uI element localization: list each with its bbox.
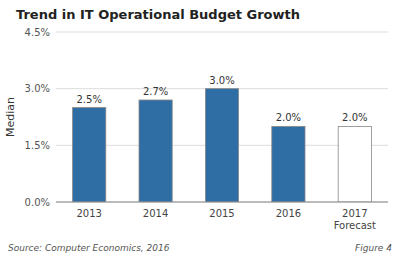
x-tick-label-line: Forecast bbox=[334, 220, 376, 231]
x-axis-line bbox=[56, 202, 388, 203]
title: Trend in IT Operational Budget Growth bbox=[16, 7, 300, 22]
bar bbox=[338, 126, 371, 202]
x-tick-label-line: 2017 bbox=[342, 208, 367, 219]
y-tick-label: 4.5% bbox=[25, 27, 50, 38]
data-label: 3.0% bbox=[209, 75, 234, 86]
bars bbox=[73, 89, 372, 202]
x-tick-label: 2014 bbox=[143, 208, 168, 219]
bar bbox=[139, 100, 172, 202]
x-tick-label-line: 2016 bbox=[276, 208, 301, 219]
x-tick-label: 2017Forecast bbox=[334, 208, 376, 231]
data-label: 2.7% bbox=[143, 86, 168, 97]
data-label: 2.5% bbox=[76, 94, 101, 105]
annotation: Figure 4 bbox=[355, 243, 392, 253]
chart-svg: Trend in IT Operational Budget Growth 0.0… bbox=[0, 0, 400, 258]
bar bbox=[205, 89, 238, 202]
data-label: 2.0% bbox=[342, 112, 367, 123]
x-tick-label: 2016 bbox=[276, 208, 301, 219]
grid-line bbox=[56, 32, 388, 33]
chart-container: Trend in IT Operational Budget Growth 0.0… bbox=[0, 0, 400, 258]
x-tick-label-line: 2014 bbox=[143, 208, 168, 219]
annotation: Source: Computer Economics, 2016 bbox=[8, 243, 170, 253]
y-tick-label: 0.0% bbox=[25, 197, 50, 208]
x-tick-label-line: 2015 bbox=[209, 208, 234, 219]
grid bbox=[56, 32, 388, 202]
x-tick-label-line: 2013 bbox=[76, 208, 101, 219]
x-tick-label: 2015 bbox=[209, 208, 234, 219]
bar bbox=[272, 126, 305, 202]
y-axis-label: Median bbox=[4, 97, 17, 137]
data-label: 2.0% bbox=[276, 112, 301, 123]
bar bbox=[73, 108, 106, 202]
x-tick-label: 2013 bbox=[76, 208, 101, 219]
y-tick-label: 3.0% bbox=[25, 83, 50, 94]
grid-line bbox=[56, 202, 388, 203]
y-tick-label: 1.5% bbox=[25, 140, 50, 151]
